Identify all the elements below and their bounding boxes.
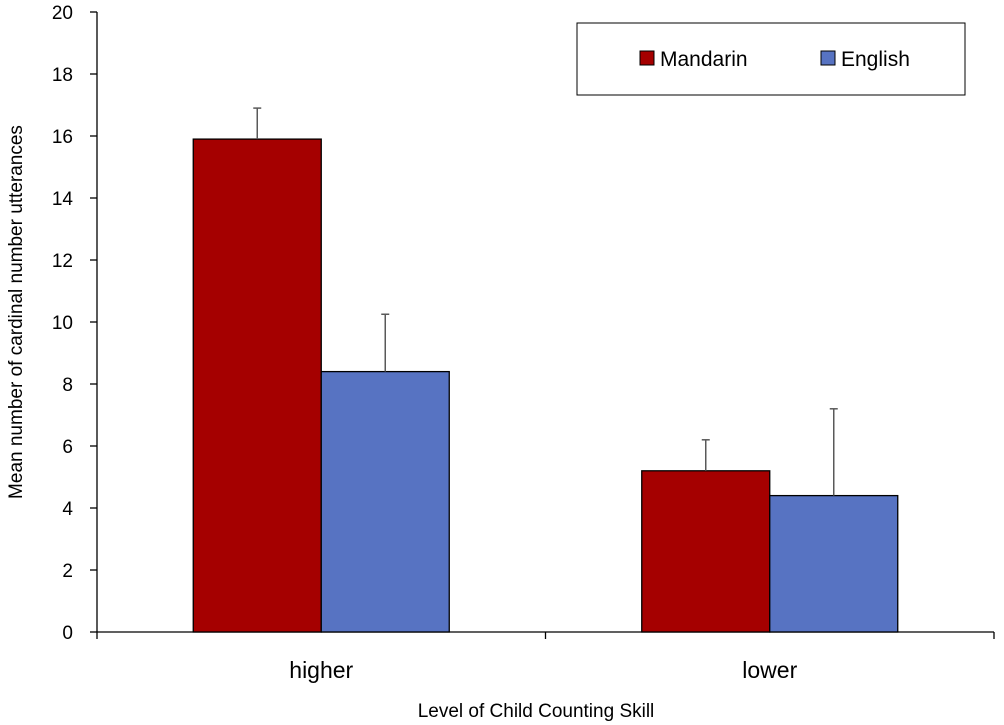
legend-label-english: English — [841, 48, 910, 71]
y-tick-label: 20 — [52, 3, 73, 24]
y-ticks: 0 2 4 6 8 10 12 14 16 18 20 — [52, 3, 97, 644]
category-label-higher: higher — [289, 657, 353, 683]
bar-mandarin-higher — [192, 138, 322, 633]
y-axis-title: Mean number of cardinal number utterance… — [6, 125, 27, 499]
category-labels: higher lower — [289, 657, 797, 683]
x-axis-title: Level of Child Counting Skill — [418, 701, 655, 722]
legend-swatch-english — [820, 50, 836, 66]
legend-swatch-mandarin — [639, 50, 655, 66]
y-tick-label: 10 — [52, 313, 73, 334]
y-tick-label: 2 — [62, 561, 73, 582]
bar-english-higher — [320, 370, 450, 633]
legend-label-mandarin: Mandarin — [660, 48, 748, 71]
error-bars — [253, 107, 838, 496]
y-tick-label: 12 — [52, 251, 73, 272]
legend: Mandarin English — [576, 22, 966, 96]
category-label-lower: lower — [742, 657, 797, 683]
bar-mandarin-lower — [641, 470, 771, 633]
y-tick-label: 18 — [52, 65, 73, 86]
bars — [192, 138, 899, 633]
x-ticks — [96, 632, 995, 639]
y-tick-label: 0 — [62, 623, 73, 644]
y-tick-label: 14 — [52, 189, 74, 210]
y-tick-label: 16 — [52, 127, 73, 148]
bar-english-lower — [769, 494, 899, 633]
y-tick-label: 8 — [62, 375, 73, 396]
y-tick-label: 6 — [62, 437, 73, 458]
y-tick-label: 4 — [62, 499, 73, 520]
